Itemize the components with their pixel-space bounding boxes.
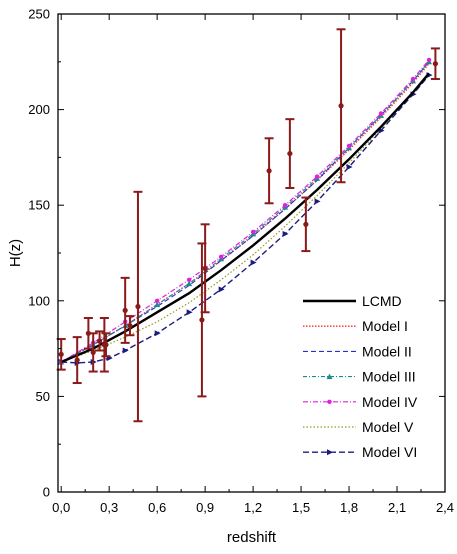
data-point bbox=[303, 221, 309, 227]
x-axis-title: redshift bbox=[227, 529, 277, 546]
x-tick-label: 2,4 bbox=[436, 500, 454, 515]
series-point bbox=[314, 174, 320, 179]
ticks: 0,0 0,3 0,6 0,9 1,2 1,5 1,8 2,1 2,4 0 50 100 150 200 2… bbox=[28, 7, 454, 516]
series-point bbox=[186, 280, 193, 287]
data-point bbox=[103, 342, 109, 348]
y-tick-label: 0 bbox=[43, 485, 50, 500]
y-tick-label: 250 bbox=[28, 7, 50, 22]
data-point bbox=[85, 330, 91, 336]
y-tick-label: 200 bbox=[28, 102, 50, 117]
series-point bbox=[314, 198, 321, 205]
data-point bbox=[202, 265, 208, 271]
data-point bbox=[58, 351, 64, 357]
y-tick-label: 50 bbox=[36, 389, 50, 404]
series-point bbox=[218, 286, 225, 293]
data-point bbox=[127, 323, 133, 329]
series-point bbox=[154, 301, 161, 308]
series-point bbox=[346, 143, 352, 149]
legend-label: Model II bbox=[362, 343, 412, 359]
legend-label: Model VI bbox=[362, 444, 417, 460]
legend-marker bbox=[326, 373, 333, 380]
series-line-model-iv bbox=[60, 59, 430, 363]
data-point bbox=[432, 61, 439, 67]
data-point bbox=[338, 103, 344, 109]
series-point bbox=[122, 347, 129, 354]
series-line-model-ii bbox=[60, 61, 430, 363]
series-line-model-iii bbox=[60, 61, 430, 363]
series-point bbox=[378, 111, 384, 116]
data-point bbox=[122, 307, 128, 313]
x-tick-label: 1,8 bbox=[340, 500, 358, 515]
legend-marker bbox=[327, 399, 332, 404]
data-point bbox=[287, 150, 293, 157]
legend-label: Model III bbox=[362, 369, 416, 385]
series-point bbox=[154, 298, 160, 303]
data-point bbox=[90, 349, 96, 356]
series-point bbox=[186, 277, 192, 282]
legend: LCMD Model I Model II Model III Model IV Mode… bbox=[303, 293, 418, 460]
series-point bbox=[282, 203, 288, 208]
y-tick-label: 150 bbox=[28, 198, 50, 213]
series-point bbox=[186, 309, 193, 316]
series-point bbox=[250, 259, 257, 266]
x-tick-label: 0,3 bbox=[100, 500, 118, 515]
legend-label: Model V bbox=[362, 419, 414, 435]
series-point bbox=[346, 163, 353, 170]
observations-layer bbox=[56, 28, 440, 423]
data-point bbox=[74, 357, 80, 363]
y-axis-title: H(z) bbox=[7, 239, 24, 267]
data-point bbox=[135, 303, 141, 310]
data-point bbox=[266, 168, 272, 174]
series-point bbox=[426, 57, 432, 63]
series-point bbox=[218, 254, 224, 260]
legend-label: Model IV bbox=[362, 394, 418, 410]
series-point bbox=[282, 230, 289, 237]
x-tick-label: 2,1 bbox=[388, 500, 406, 515]
series-point bbox=[154, 330, 161, 337]
series-point bbox=[250, 229, 256, 235]
y-tick-label: 100 bbox=[28, 293, 50, 308]
x-tick-label: 0,9 bbox=[196, 500, 214, 515]
legend-label: LCMD bbox=[362, 293, 402, 309]
legend-label: Model I bbox=[362, 318, 408, 334]
series-line-model-v bbox=[60, 72, 430, 363]
x-tick-label: 1,5 bbox=[292, 500, 310, 515]
data-point bbox=[199, 317, 205, 323]
data-point bbox=[96, 338, 103, 344]
x-tick-label: 1,2 bbox=[244, 500, 262, 515]
x-tick-label: 0,6 bbox=[148, 500, 166, 515]
x-tick-label: 0,0 bbox=[52, 500, 70, 515]
legend-marker bbox=[327, 449, 333, 456]
series-point bbox=[410, 76, 416, 82]
